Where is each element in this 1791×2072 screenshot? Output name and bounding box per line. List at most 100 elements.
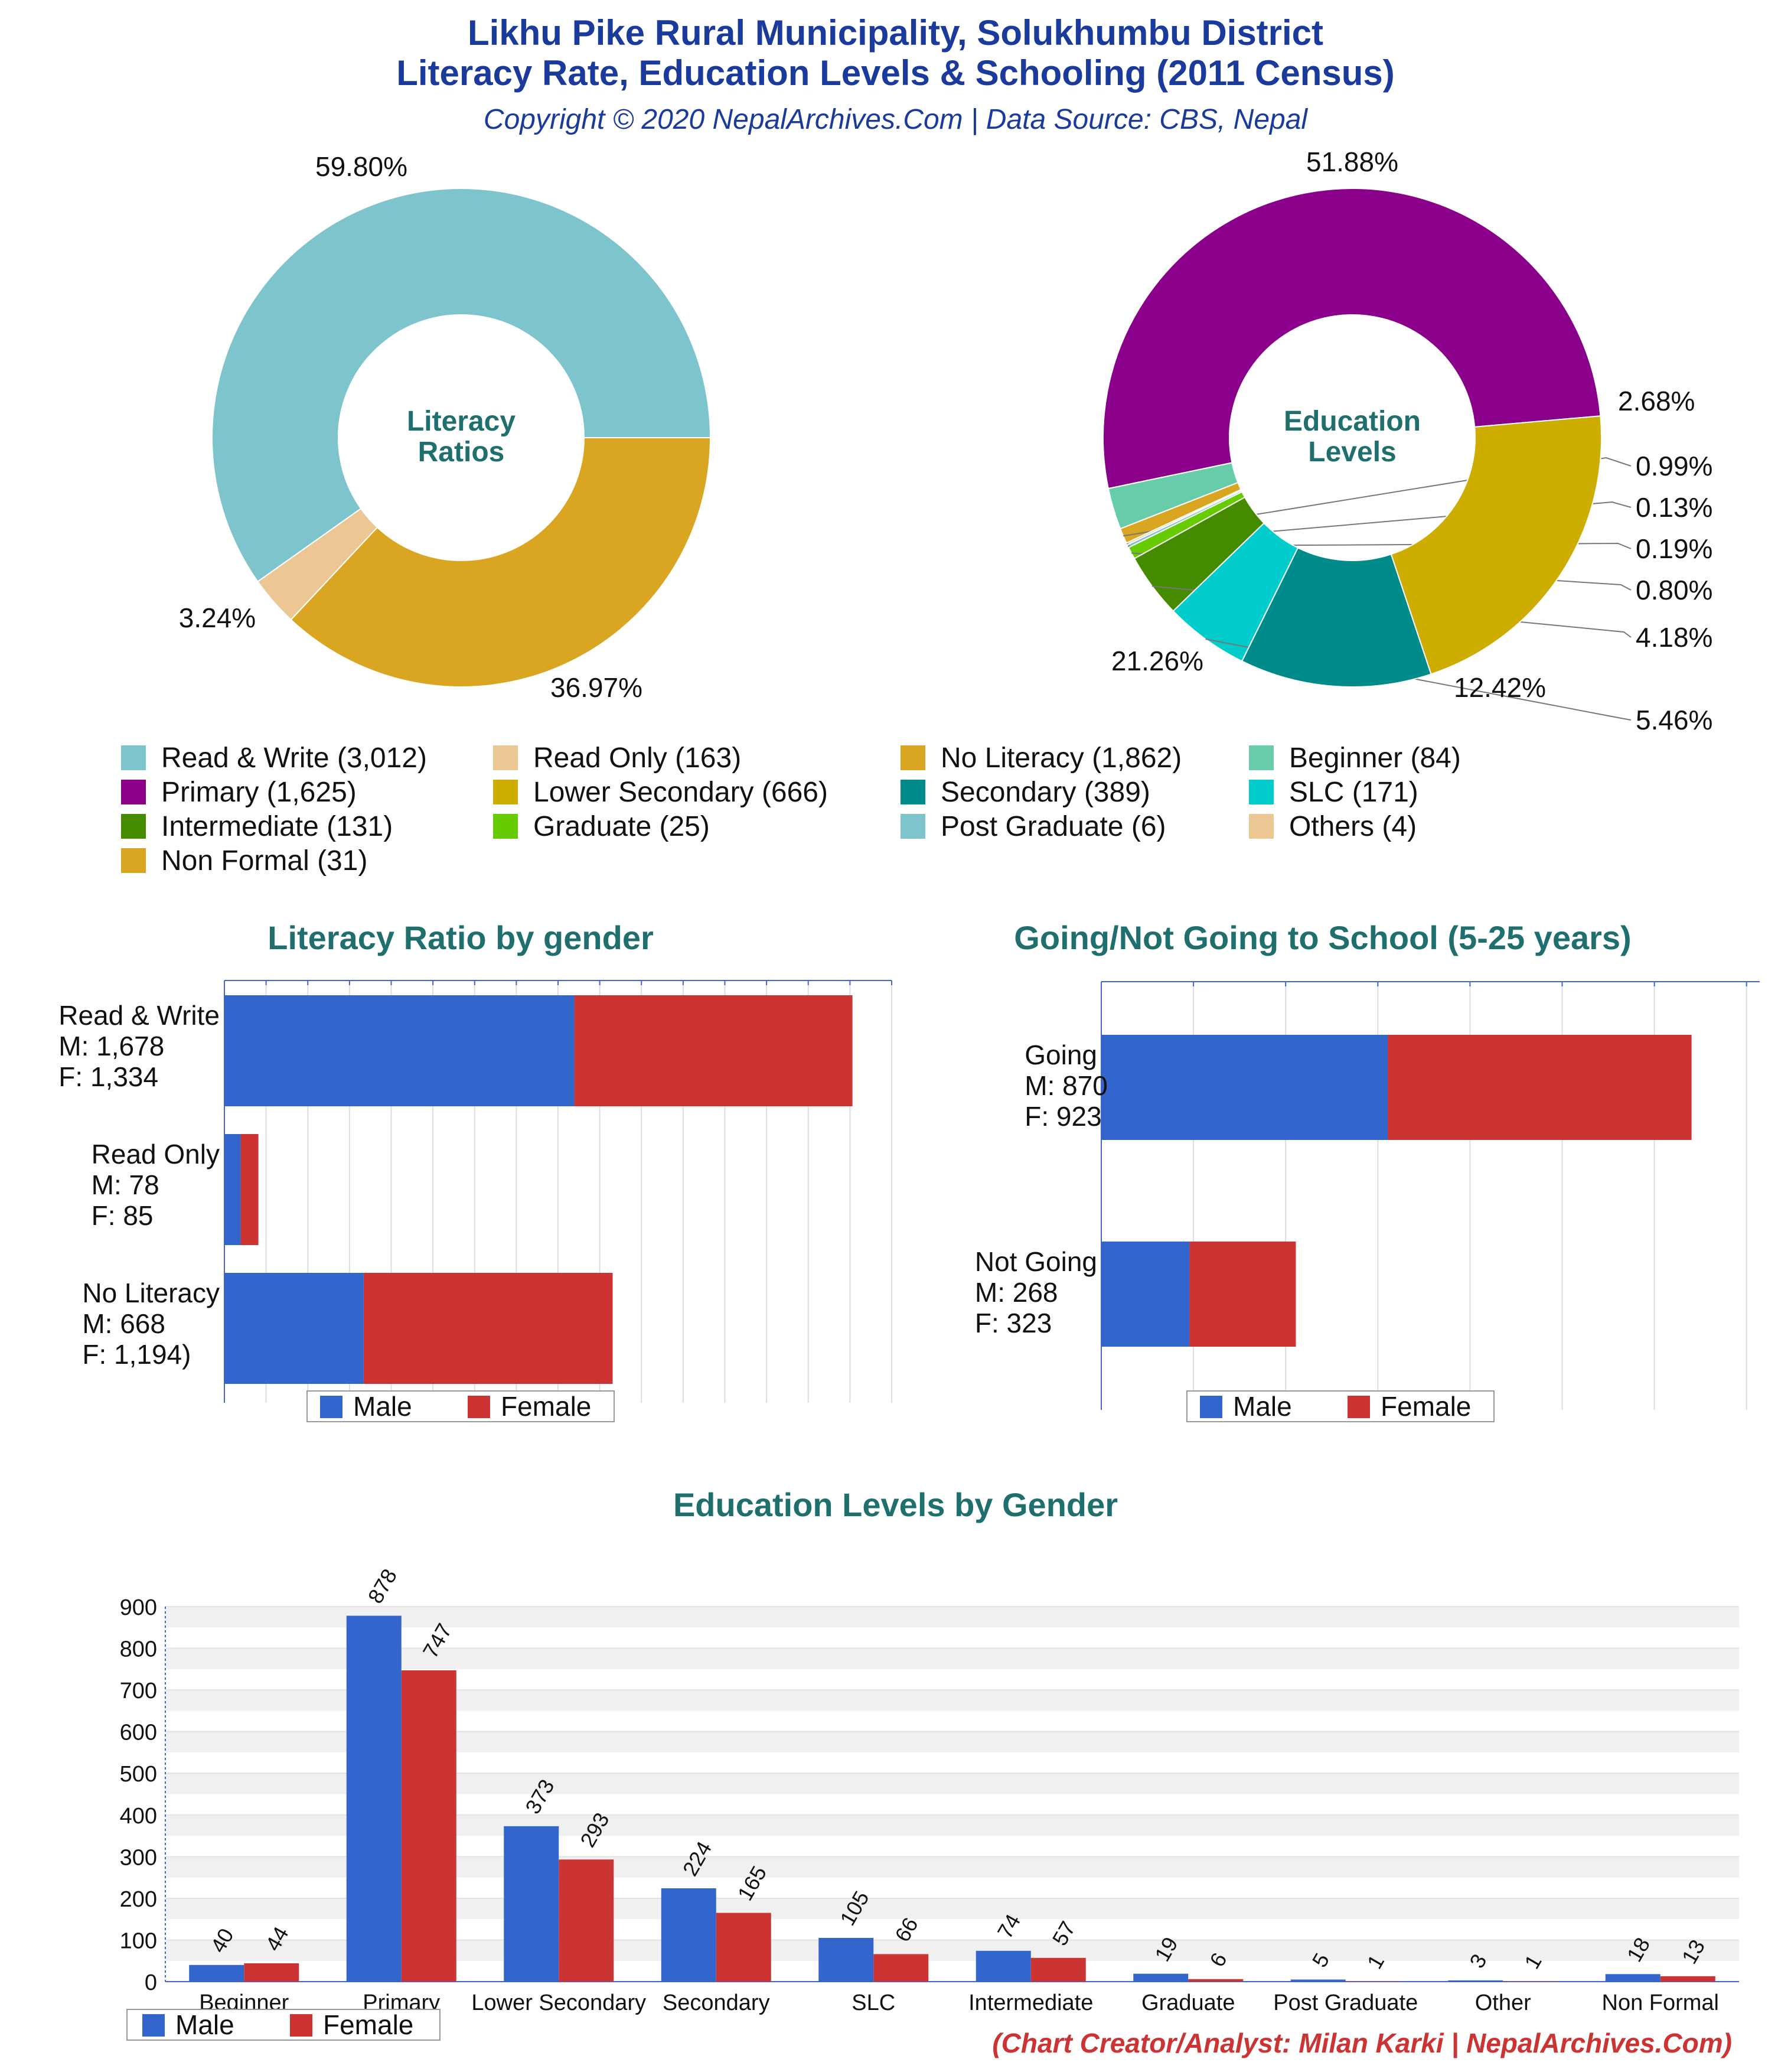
category-label: F: 323	[975, 1308, 1052, 1338]
slice-percent-label: 36.97%	[550, 672, 642, 703]
bar-male	[224, 1273, 364, 1384]
legend-item: SLC (171)	[1249, 776, 1418, 809]
bar-male	[224, 995, 575, 1106]
y-tick-label: 800	[120, 1637, 157, 1662]
bar-female	[574, 995, 853, 1106]
bar-male	[1605, 1974, 1660, 1982]
bar-male	[189, 1965, 244, 1982]
x-tick-label: Secondary	[663, 1990, 770, 2015]
legend-item: Secondary (389)	[901, 776, 1150, 809]
bar-female	[240, 1134, 259, 1245]
y-tick-label: 300	[120, 1845, 157, 1870]
legend-item: Read & Write (3,012)	[121, 741, 427, 774]
bar-female	[1189, 1242, 1296, 1347]
category-label: Read & Write	[58, 1000, 220, 1031]
bar-male	[661, 1888, 716, 1982]
x-tick-label: Lower Secondary	[471, 1990, 646, 2015]
slice-percent-label: 2.68%	[1618, 386, 1695, 416]
legend-swatch-female	[468, 1396, 490, 1418]
slice-read-write	[211, 188, 712, 583]
legend-swatch	[901, 780, 925, 804]
legend-label-female: Female	[501, 1391, 591, 1422]
legend-label: Lower Secondary (666)	[533, 776, 828, 808]
legend-item: Intermediate (131)	[121, 810, 393, 843]
y-tick-label: 900	[120, 1595, 157, 1620]
legend-item: Read Only (163)	[493, 741, 741, 774]
category-label: Going	[1025, 1040, 1097, 1070]
legend-swatch	[121, 848, 146, 873]
leader-line	[1123, 457, 1632, 537]
donut-center-label: Levels	[1308, 436, 1396, 468]
y-tick-label: 400	[120, 1804, 157, 1829]
bar-male	[1101, 1242, 1190, 1347]
bar-female	[873, 1954, 929, 1982]
category-label: M: 668	[82, 1308, 165, 1339]
value-label-male: 105	[835, 1887, 874, 1930]
school-going-title: Going/Not Going to School (5-25 years)	[1014, 919, 1632, 956]
legend-swatch	[1249, 780, 1274, 804]
legend-label-female: Female	[1381, 1391, 1471, 1422]
slice-percent-label: 59.80%	[315, 151, 407, 182]
legend-label: No Literacy (1,862)	[941, 742, 1182, 774]
bar-male	[818, 1937, 874, 1982]
bar-female	[559, 1859, 614, 1982]
slice-percent-label: 0.80%	[1636, 575, 1712, 605]
x-tick-label: SLC	[852, 1990, 895, 2015]
slice-primary	[1102, 187, 1601, 490]
bar-female	[363, 1273, 613, 1384]
category-label: F: 85	[92, 1200, 154, 1231]
legend-swatch	[493, 780, 518, 804]
legend-swatch-male	[320, 1396, 342, 1418]
bar-female	[1660, 1976, 1715, 1982]
legend-label-female: Female	[323, 2009, 413, 2040]
legend-swatch-female	[290, 2014, 312, 2037]
leader-line	[1127, 501, 1632, 545]
x-tick-label: Non Formal	[1602, 1990, 1720, 2015]
bar-male	[1290, 1979, 1346, 1982]
slice-percent-label: 0.13%	[1636, 492, 1712, 523]
category-label: F: 1,194)	[82, 1339, 191, 1370]
category-label: No Literacy	[82, 1278, 220, 1308]
category-label: M: 1,678	[58, 1031, 164, 1061]
x-tick-label: Post Graduate	[1273, 1990, 1418, 2015]
grid-band	[165, 1607, 1739, 1628]
footer-credit: (Chart Creator/Analyst: Milan Karki | Ne…	[992, 2028, 1732, 2058]
slice-no-literacy	[290, 437, 712, 688]
legend-label-male: Male	[175, 2009, 234, 2040]
legend-swatch	[121, 745, 146, 770]
y-tick-label: 200	[120, 1887, 157, 1912]
legend-label: Graduate (25)	[533, 810, 710, 842]
donut-center-label: Literacy	[407, 406, 516, 437]
legend-label: Others (4)	[1289, 810, 1417, 842]
y-tick-label: 0	[145, 1970, 157, 1995]
category-label: Not Going	[975, 1246, 1097, 1277]
slice-percent-label: 51.88%	[1306, 146, 1398, 177]
value-label-male: 18	[1622, 1933, 1655, 1966]
category-label: Read Only	[92, 1139, 220, 1169]
legend-swatch-female	[1348, 1396, 1370, 1418]
bar-female	[716, 1913, 771, 1982]
legend-label: Secondary (389)	[941, 776, 1150, 808]
slice-percent-label: 0.19%	[1636, 533, 1712, 564]
category-label: F: 1,334	[58, 1061, 158, 1092]
legend-item: No Literacy (1,862)	[901, 741, 1182, 774]
legend-swatch-male	[1200, 1396, 1222, 1418]
bar-male	[504, 1826, 559, 1982]
y-tick-label: 700	[120, 1679, 157, 1703]
x-tick-label: Graduate	[1141, 1990, 1235, 2015]
y-tick-label: 500	[120, 1762, 157, 1787]
bar-female	[1503, 1981, 1558, 1982]
legend-item: Others (4)	[1249, 810, 1417, 843]
top-legend: Read & Write (3,012) Read Only (163) No Li…	[0, 741, 1791, 883]
category-label: M: 268	[975, 1277, 1058, 1308]
value-label-male: 878	[363, 1565, 402, 1608]
legend-item: Post Graduate (6)	[901, 810, 1166, 843]
slice-percent-label: 4.18%	[1636, 622, 1712, 653]
legend-swatch	[493, 814, 518, 839]
legend-item: Beginner (84)	[1249, 741, 1461, 774]
legend-label: Primary (1,625)	[161, 776, 357, 808]
